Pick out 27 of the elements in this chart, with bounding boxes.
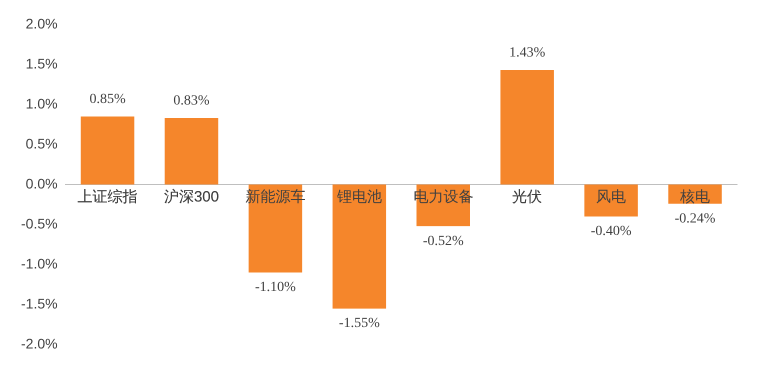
x-tick-label: 光伏 — [512, 188, 542, 206]
bar — [500, 70, 554, 184]
y-tick-label: 0.5% — [26, 135, 58, 152]
x-tick-label: 风电 — [596, 188, 626, 206]
y-tick-label: 0.0% — [26, 175, 58, 192]
y-tick-label: -2.0% — [20, 335, 58, 352]
data-label: -1.55% — [338, 316, 380, 332]
x-tick-label: 锂电池 — [336, 188, 382, 206]
bar — [332, 184, 386, 309]
x-tick-label: 上证综指 — [78, 188, 138, 206]
y-tick-label: -0.5% — [20, 215, 58, 232]
y-tick-label: -1.0% — [20, 255, 58, 272]
bar — [80, 116, 134, 184]
data-label: 1.43% — [509, 46, 546, 61]
bar — [164, 118, 218, 184]
data-label: -1.10% — [254, 280, 296, 296]
x-tick-label: 核电 — [679, 188, 710, 206]
data-label: 0.83% — [173, 94, 210, 109]
data-label: -0.24% — [674, 211, 716, 226]
y-tick-label: -1.5% — [20, 295, 58, 312]
y-tick-label: 1.5% — [26, 55, 58, 72]
data-label: 0.85% — [89, 92, 126, 108]
y-tick-label: 2.0% — [26, 15, 58, 32]
x-tick-label: 沪深300 — [164, 188, 219, 206]
y-tick-label: 1.0% — [26, 95, 58, 112]
data-label: -0.52% — [422, 234, 464, 249]
data-label: -0.40% — [590, 224, 632, 240]
